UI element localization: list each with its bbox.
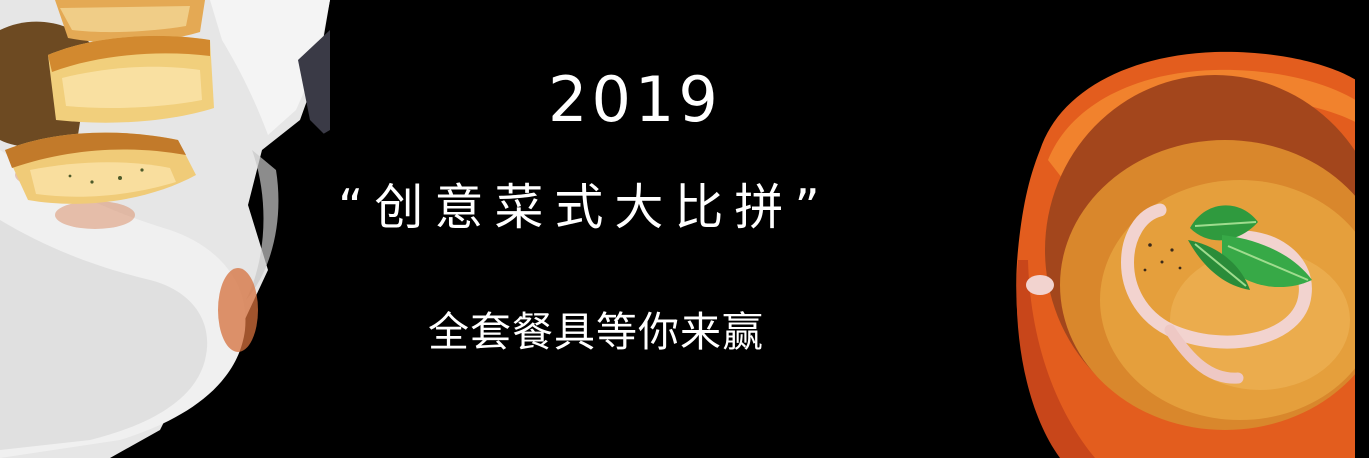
prize-subtitle: 全套餐具等你来赢: [428, 308, 764, 356]
year-heading: 2019: [548, 63, 722, 136]
bread-basket-image: [0, 0, 330, 458]
pumpkin-soup-image: [1016, 0, 1369, 458]
event-title: “创意菜式大比拼”: [338, 179, 831, 236]
